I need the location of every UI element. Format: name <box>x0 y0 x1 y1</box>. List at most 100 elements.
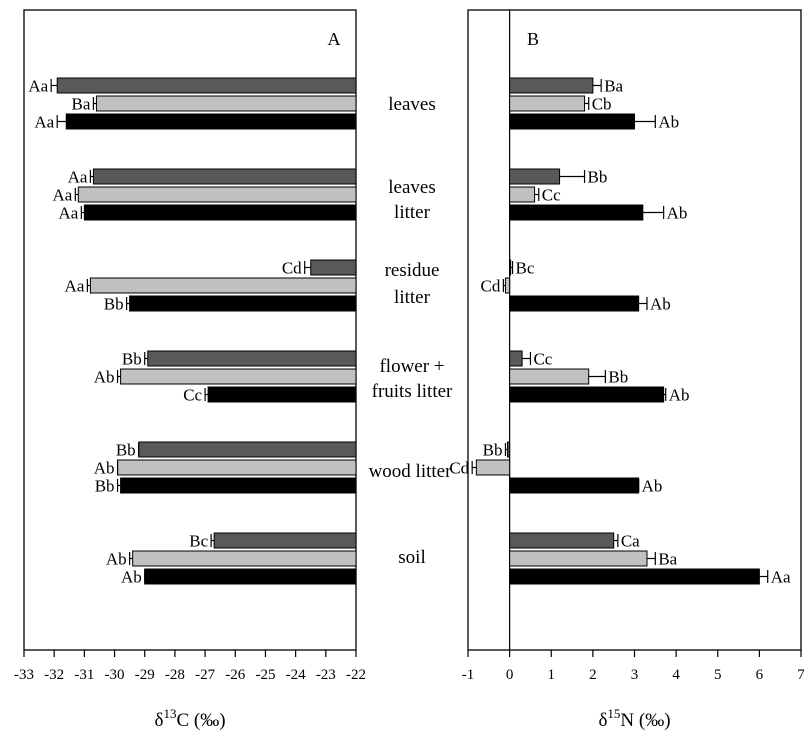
x-tick-label: 4 <box>672 667 680 683</box>
x-tick-label: 3 <box>631 667 639 683</box>
bar <box>509 204 644 221</box>
bar <box>509 295 640 312</box>
category-labels: leaves leaves litter residue litter flower + f… <box>369 94 453 568</box>
bar <box>507 441 511 458</box>
bar <box>509 477 640 494</box>
bar <box>83 204 357 221</box>
x-tick-label: -27 <box>195 667 215 683</box>
significance-label: Aa <box>34 113 54 132</box>
bar <box>89 277 357 294</box>
x-tick-label: -31 <box>74 667 94 683</box>
significance-label: Bc <box>516 259 535 278</box>
bar <box>509 186 536 203</box>
category-label: residue <box>385 260 440 281</box>
x-tick-label: 5 <box>714 667 722 683</box>
x-tick-label: -23 <box>316 667 336 683</box>
bar <box>120 477 357 494</box>
significance-label: Aa <box>771 568 791 587</box>
significance-label: Ab <box>669 386 690 405</box>
significance-label: Bb <box>483 441 503 460</box>
significance-label: Ab <box>121 568 142 587</box>
bar <box>144 568 357 585</box>
x-tick-label: -26 <box>225 667 245 683</box>
bar <box>509 77 594 94</box>
significance-label: Ab <box>658 113 679 132</box>
significance-label: Ba <box>658 550 677 569</box>
significance-label: Cc <box>542 186 561 205</box>
x-tick-label: -29 <box>135 667 155 683</box>
panel-frame <box>23 9 357 651</box>
bar <box>129 295 357 312</box>
x-tick-label: -33 <box>14 667 34 683</box>
significance-label: Ab <box>94 459 115 478</box>
bar <box>509 113 635 130</box>
category-label: wood litter <box>369 461 453 482</box>
x-tick-label: -1 <box>462 667 475 683</box>
significance-label: Bb <box>116 441 136 460</box>
bar <box>56 77 357 94</box>
bar <box>475 459 511 476</box>
bar <box>509 386 665 403</box>
category-label: leaves <box>388 177 435 198</box>
significance-label: Ab <box>650 295 671 314</box>
category-label: fruits litter <box>372 381 453 402</box>
bar <box>509 532 615 549</box>
significance-label: Ab <box>642 477 663 496</box>
panel-a: A -33 -32 -31 -30 -29 -28 -27 -26 -25 -24 -23 -22 δ13… <box>14 9 366 731</box>
x-tick-label: -32 <box>44 667 64 683</box>
category-label: flower + <box>379 356 444 377</box>
significance-label: Ab <box>94 368 115 387</box>
bar <box>65 113 357 130</box>
bar <box>509 550 648 567</box>
x-tick-label: 7 <box>797 667 804 683</box>
bar <box>509 350 523 367</box>
panel-letter: A <box>328 29 341 49</box>
significance-label: Cc <box>533 350 552 369</box>
x-tick-label: 0 <box>506 667 514 683</box>
x-tick-label: -28 <box>165 667 185 683</box>
bar <box>509 95 586 112</box>
x-tick-label: 2 <box>589 667 597 683</box>
bar <box>504 277 511 294</box>
x-tick-label: 1 <box>548 667 556 683</box>
bar <box>117 459 357 476</box>
bar <box>77 186 357 203</box>
significance-label: Ba <box>72 95 91 114</box>
significance-label: Bb <box>588 168 608 187</box>
significance-label: Aa <box>28 77 48 96</box>
panel-letter: B <box>527 29 539 49</box>
category-label: leaves <box>388 94 435 115</box>
significance-label: Bb <box>608 368 628 387</box>
significance-label: Ab <box>667 204 688 223</box>
significance-label: Ca <box>621 532 640 551</box>
bar <box>147 350 357 367</box>
category-label: soil <box>398 547 425 568</box>
significance-label: Cd <box>282 259 302 278</box>
significance-label: Aa <box>68 168 88 187</box>
x-tick-label: -22 <box>346 667 366 683</box>
significance-label: Aa <box>65 277 85 296</box>
significance-label: Aa <box>59 204 79 223</box>
x-tick-label: -25 <box>255 667 275 683</box>
x-tick-label: 6 <box>756 667 764 683</box>
bar <box>310 259 357 276</box>
x-tick-label: -30 <box>105 667 125 683</box>
bar <box>120 368 357 385</box>
bar <box>509 368 590 385</box>
significance-label: Bb <box>95 477 115 496</box>
significance-label: Cb <box>592 95 612 114</box>
bar <box>207 386 357 403</box>
bar <box>95 95 357 112</box>
significance-label: Ba <box>604 77 623 96</box>
significance-label: Bb <box>104 295 124 314</box>
significance-label: Cc <box>183 386 202 405</box>
bar <box>213 532 357 549</box>
significance-label: Bc <box>189 532 208 551</box>
x-axis-title: δ15N (‰) <box>598 706 670 731</box>
category-label: litter <box>394 287 431 308</box>
category-label: litter <box>394 202 431 223</box>
significance-label: Aa <box>52 186 72 205</box>
significance-label: Cd <box>449 459 469 478</box>
